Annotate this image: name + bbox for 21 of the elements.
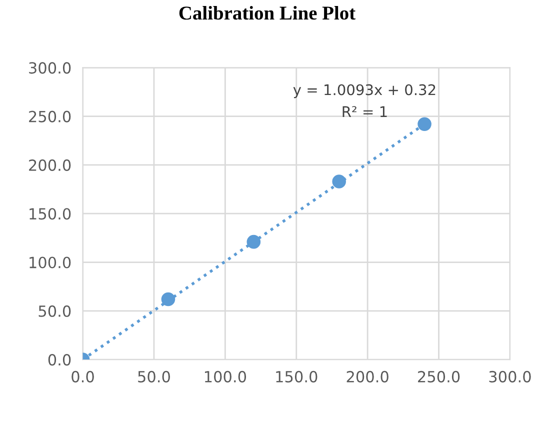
y-tick-label: 200.0 <box>29 159 71 171</box>
point <box>161 292 176 306</box>
annotation: y = 1.0093x + 0.32 <box>293 84 436 98</box>
x-tick-label: 50.0 <box>138 370 170 382</box>
annotation: R² = 1 <box>342 106 387 117</box>
point <box>418 117 432 132</box>
x-tick-label: 150.0 <box>276 370 318 382</box>
y-tick-label: 100.0 <box>30 256 71 268</box>
y-tick-label: 50.0 <box>38 305 71 317</box>
y-tick-label: 250.0 <box>29 110 71 122</box>
point <box>332 174 346 188</box>
x-tick-label: 250.0 <box>418 370 460 382</box>
x-tick-label: 200.0 <box>346 370 388 382</box>
y-tick-label: 300.0 <box>29 62 71 74</box>
x-tick-label: 0.0 <box>72 370 94 382</box>
y-tick-label: 150.0 <box>30 208 71 220</box>
chart-title: Calibration Line Plot <box>179 6 356 20</box>
x-tick-label: 100.0 <box>204 370 246 382</box>
point <box>246 234 261 249</box>
x-tick-label: 300.0 <box>489 370 531 382</box>
y-tick-label: 0.0 <box>48 354 71 366</box>
